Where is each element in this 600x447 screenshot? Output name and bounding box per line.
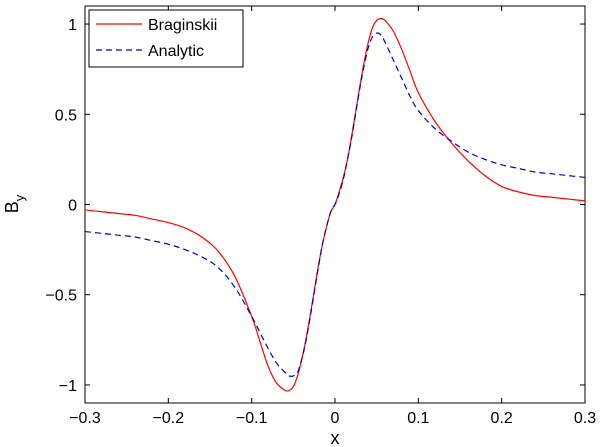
y-tick-label: 0.5 [55,107,77,124]
x-axis-label: x [331,428,340,447]
x-tick-label: 0.3 [574,410,596,427]
series-line-analytic [84,32,586,377]
y-tick-label: −0.5 [45,288,77,305]
y-tick-label: 1 [68,17,77,34]
legend-label-braginskii: Braginskii [148,17,217,34]
y-axis-label-subscript: y [12,194,27,201]
x-tick-label: −0.1 [236,410,268,427]
x-tick-label: 0 [331,410,340,427]
x-tick-label: 0.2 [491,410,513,427]
legend: Braginskii Analytic [88,9,244,68]
y-axis-label-main: B [2,201,22,213]
y-tick-label: −1 [59,378,77,395]
x-tick-label: −0.2 [153,410,185,427]
legend-label-analytic: Analytic [148,43,204,60]
x-tick-label: 0.1 [407,410,429,427]
x-axis: −0.3 −0.2 −0.1 0 0.1 0.2 0.3 [69,6,596,427]
x-tick-label: −0.3 [69,410,101,427]
y-tick-label: 0 [68,198,77,215]
series-layer [84,18,586,392]
y-axis-label: By [2,194,27,213]
legend-box [88,9,244,68]
y-axis: −1 −0.5 0 0.5 1 [45,17,585,395]
